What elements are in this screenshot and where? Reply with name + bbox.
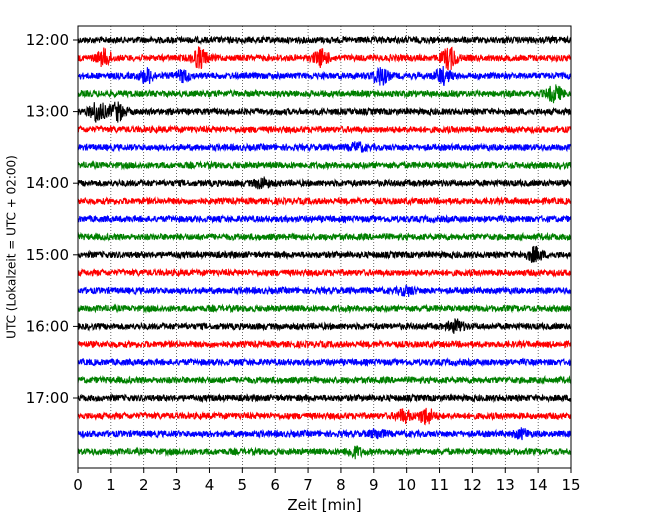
x-tick-label: 10: [397, 476, 416, 494]
y-axis-title: UTC (Lokalzeit = UTC + 02:00): [5, 155, 19, 339]
x-tick-label: 2: [139, 476, 149, 494]
x-tick-label: 11: [430, 476, 449, 494]
seismic-traces: [77, 34, 572, 460]
trace-12:45: [77, 84, 572, 104]
trace-15:00: [77, 245, 572, 263]
trace-12:00: [77, 34, 572, 46]
trace-13:45: [77, 159, 572, 171]
x-tick-label: 4: [205, 476, 215, 494]
x-tick-label: 0: [73, 476, 83, 494]
plot-frame: [77, 25, 572, 469]
y-tick-label: 15:00: [26, 246, 69, 264]
y-tick-label: 17:00: [26, 389, 69, 407]
trace-17:30: [77, 427, 572, 441]
trace-15:45: [77, 303, 572, 314]
plot-border: [77, 25, 572, 469]
plot-background: [78, 26, 571, 468]
trace-16:45: [77, 374, 572, 385]
trace-17:00: [77, 392, 572, 404]
trace-12:15: [77, 46, 572, 71]
trace-17:45: [77, 445, 572, 460]
x-tick-label: 9: [369, 476, 379, 494]
x-tick-label: 6: [270, 476, 280, 494]
trace-15:30: [77, 284, 572, 298]
trace-16:00: [77, 318, 572, 334]
trace-13:00: [77, 101, 572, 123]
y-tick-label: 12:00: [26, 31, 69, 49]
trace-16:15: [77, 339, 572, 350]
x-tick-label: 7: [303, 476, 313, 494]
trace-14:00: [77, 176, 572, 190]
x-tick-label: 1: [106, 476, 116, 494]
trace-14:30: [77, 213, 572, 225]
trace-13:15: [77, 124, 572, 135]
x-tick-label: 14: [529, 476, 548, 494]
y-tick-label: 14:00: [26, 174, 69, 192]
x-tick-label: 13: [496, 476, 515, 494]
trace-14:45: [77, 231, 572, 242]
x-tick-label: 15: [561, 476, 580, 494]
x-tick-label: 8: [336, 476, 346, 494]
x-tick-label: 12: [463, 476, 482, 494]
trace-15:15: [77, 267, 572, 278]
trace-16:30: [77, 357, 572, 368]
y-tick-label: 13:00: [26, 103, 69, 121]
trace-17:15: [77, 407, 572, 426]
x-axis-title: Zeit [min]: [287, 496, 361, 514]
y-axis: 12:00 13:00 14:00 15:00 16:00 17:00: [26, 31, 78, 407]
y-tick-label: 16:00: [26, 317, 69, 335]
x-tick-label: 5: [238, 476, 248, 494]
x-axis: 0 1 2 3 4 5 6 7 8 9 10 11 12 13 14 15: [73, 468, 581, 494]
trace-12:30: [77, 65, 572, 87]
trace-14:15: [77, 195, 572, 207]
x-tick-label: 3: [172, 476, 182, 494]
plot-area: [78, 26, 571, 468]
trace-13:30: [77, 141, 572, 153]
